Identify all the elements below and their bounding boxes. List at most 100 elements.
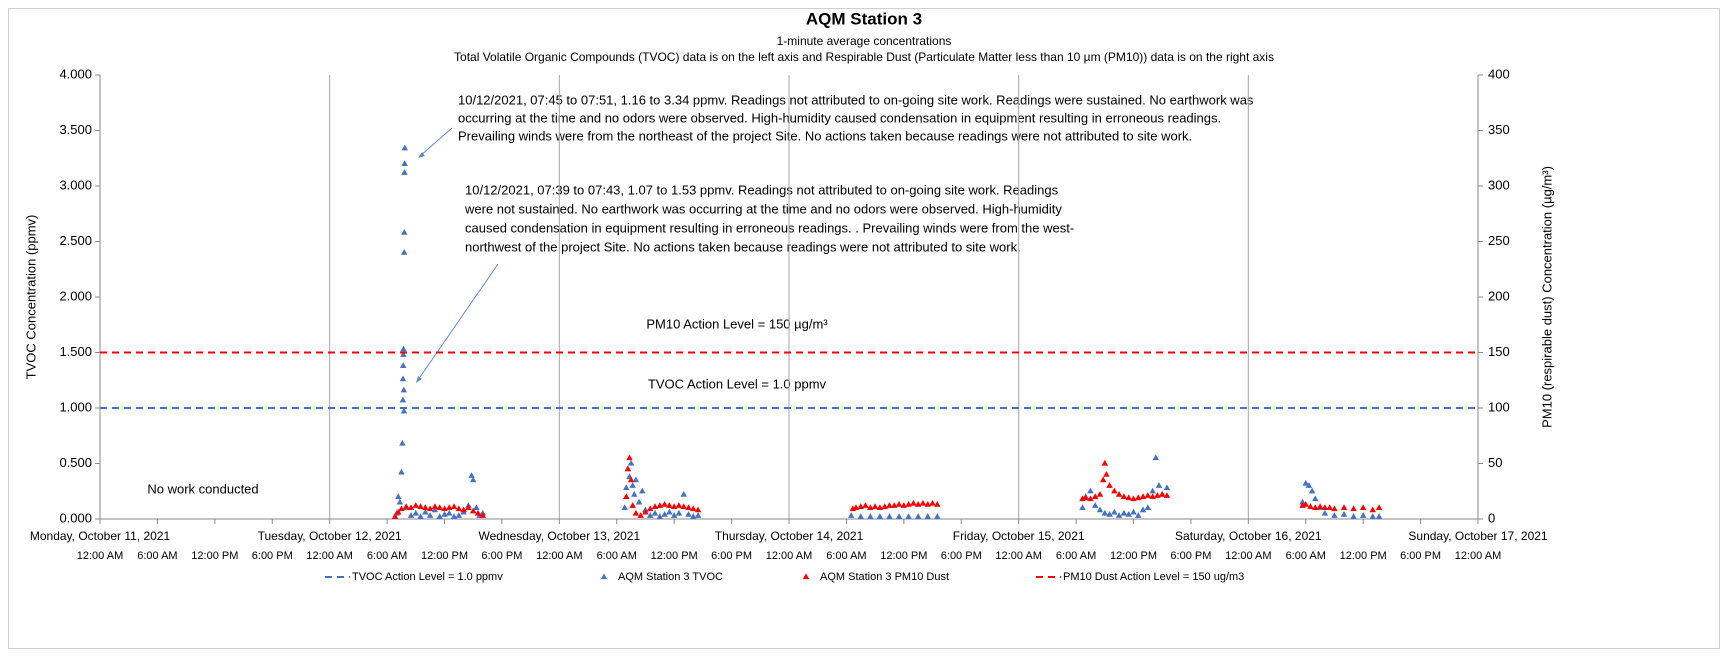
y2-tick-label: 100 [1488,399,1510,414]
data-point [876,504,884,511]
data-point [446,509,453,516]
callout-text: caused condensation in equipment resulti… [465,220,1074,235]
annotation: PM10 Action Level = 150 µg/m³ [646,316,828,331]
y2-tick-label: 400 [1488,66,1510,81]
x-tick-label: 12:00 AM [77,550,123,562]
data-point [924,500,931,507]
data-point [1130,508,1137,515]
data-point [661,500,668,507]
data-point [455,512,463,518]
data-point [396,498,404,505]
x-tick-label: 12:00 PM [651,550,698,562]
data-point [1316,503,1324,509]
callout-arrowhead [416,376,422,383]
data-point [895,500,903,507]
data-point [629,482,636,488]
data-point [1101,459,1109,466]
data-point [1144,492,1152,498]
data-point [450,503,458,509]
data-point [1096,490,1104,497]
callout-text: northwest of the project Site. No action… [465,239,1021,254]
callout-text: occurring at the time and no odors were … [458,110,1221,125]
data-point [914,513,922,519]
data-point [401,229,408,235]
data-point [623,493,630,499]
data-point [460,506,467,513]
data-point [474,509,482,516]
data-point [623,484,630,491]
y-axis-label: TVOC Concentration (ppmv) [23,215,38,380]
x-tick-label: 6:00 AM [1286,550,1326,562]
data-point [1125,510,1132,517]
data-point [621,504,628,511]
data-point [399,375,407,382]
data-point [924,513,931,519]
data-point [694,506,702,513]
data-point [626,454,633,461]
data-point [1096,506,1104,513]
data-point [635,498,643,505]
data-point [1302,500,1309,507]
data-point [627,476,635,483]
data-point [1125,494,1132,501]
data-point [1359,504,1367,511]
data-point [1312,504,1319,511]
data-point [685,510,692,517]
data-point [1135,494,1142,501]
data-point [1087,487,1094,494]
data-point [1158,490,1166,497]
data-point [1115,490,1123,497]
data-point [400,351,407,357]
callout-text: 10/12/2021, 07:39 to 07:43, 1.07 to 1.53… [465,182,1059,197]
x-tick-label: 6:00 PM [941,550,982,562]
callout-arrow [419,127,453,157]
data-point [1340,510,1348,517]
data-point [647,512,654,518]
y-tick-label: 3.000 [59,177,92,192]
y2-tick-label: 300 [1488,177,1510,192]
data-point [1308,487,1316,494]
data-point [401,169,408,175]
data-point [391,513,399,519]
data-point [1375,504,1383,511]
data-point [1103,471,1110,477]
data-point [1331,512,1338,518]
data-point [871,503,879,509]
data-point [1079,504,1086,511]
legend-label: AQM Station 3 TVOC [618,571,723,583]
data-point [395,508,402,515]
data-point [1326,504,1333,511]
data-point [1087,495,1094,502]
data-point [407,504,415,511]
x-tick-label: 6:00 AM [137,550,177,562]
data-point [895,513,903,519]
data-point [886,513,893,519]
data-point [400,249,408,255]
x-tick-label: 12:00 AM [1455,550,1501,562]
callout-arrowhead [418,152,425,158]
data-point [479,512,487,518]
y-tick-label: 0.000 [59,510,92,525]
data-point [400,407,408,414]
data-point [661,510,668,517]
data-point [422,508,429,515]
data-point [400,345,407,352]
x-tick-label: 6:00 PM [711,550,752,562]
x-tick-label: 12:00 AM [995,550,1041,562]
data-point [675,502,683,508]
x-tick-label: 6:00 AM [826,550,866,562]
data-point [1302,479,1309,486]
legend-swatch [600,573,608,580]
data-point [398,468,405,475]
x-tick-label: 12:00 PM [880,550,927,562]
data-point [450,513,458,519]
x-tick-label: 12:00 PM [1110,550,1157,562]
data-point [1149,487,1156,494]
data-point [1101,509,1109,516]
data-point [666,508,673,515]
x-tick-label: 12:00 PM [1340,550,1387,562]
y-tick-label: 3.500 [59,122,92,137]
data-point [642,508,649,515]
data-point [426,505,434,512]
